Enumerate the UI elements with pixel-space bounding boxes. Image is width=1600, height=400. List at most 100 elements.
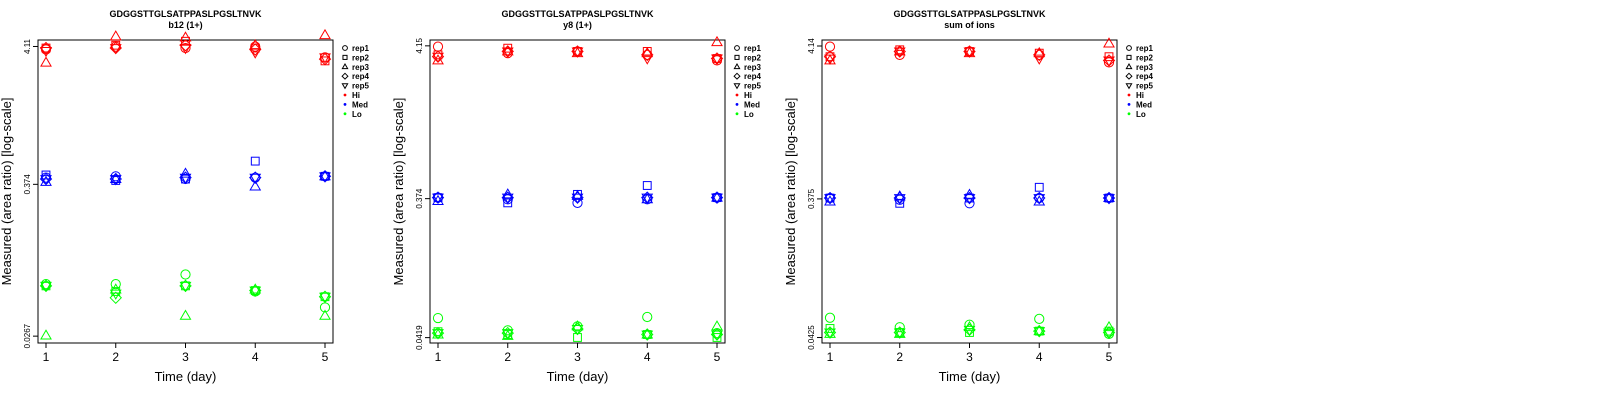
data-point-lo-rep5 <box>501 329 514 340</box>
legend-swatch-rep5 <box>733 83 741 90</box>
legend-swatch-Med <box>1127 103 1131 106</box>
data-point-med-rep5 <box>571 193 584 204</box>
data-point-lo-rep1 <box>1034 313 1045 324</box>
data-point-lo-rep1 <box>824 312 836 323</box>
data-point-lo-rep3 <box>249 283 262 294</box>
data-point-lo-rep5 <box>249 286 262 297</box>
data-point-lo-rep5 <box>109 289 122 300</box>
legend-label-rep2: rep2 <box>352 53 369 62</box>
legend-swatch-Lo <box>735 112 739 116</box>
chart-subtitle: y8 (1+) <box>563 20 592 30</box>
legend-label-Hi: Hi <box>352 91 360 100</box>
data-point-med-rep5 <box>1033 194 1046 205</box>
legend-swatch-Lo <box>343 112 347 116</box>
legend-swatch-rep4 <box>733 72 741 80</box>
legend-label-Hi: Hi <box>744 91 752 100</box>
legend-label-Med: Med <box>744 100 760 109</box>
data-point-med-rep5 <box>40 175 52 186</box>
data-point-lo-rep3 <box>40 329 52 340</box>
data-point-lo-rep1 <box>894 322 905 333</box>
x-tick-label: 2 <box>896 350 903 364</box>
legend-swatch-rep2 <box>734 54 740 60</box>
data-point-lo-rep5 <box>319 292 331 304</box>
y-axis-label: Measured (area ratio) [log-scale] <box>783 98 798 286</box>
legend-swatch-rep1 <box>734 45 740 51</box>
legend-swatch-rep4 <box>1125 72 1133 80</box>
x-tick-label: 5 <box>1106 350 1113 364</box>
legend-label-rep4: rep4 <box>744 72 761 81</box>
data-point-lo-rep3 <box>711 320 723 331</box>
data-point-hi-rep3 <box>1103 37 1115 48</box>
legend-label-Hi: Hi <box>1136 91 1144 100</box>
legend-label-rep3: rep3 <box>1136 63 1153 72</box>
chart-title: GDGGSTTGLSATPPASLPGSLTNVK <box>501 9 654 19</box>
data-point-hi-rep3 <box>319 28 331 40</box>
data-point-med-rep5 <box>109 175 122 186</box>
y-tick-label: 0.0267 <box>23 323 32 348</box>
y-tick-label: 0.375 <box>807 188 816 209</box>
legend-swatch-rep1 <box>342 45 348 51</box>
x-tick-label: 1 <box>435 350 442 364</box>
data-point-med-rep5 <box>179 173 192 184</box>
data-point-med-rep2 <box>250 156 260 166</box>
data-point-hi-rep5 <box>501 47 514 58</box>
data-point-hi-rep3 <box>179 31 192 42</box>
data-point-med-rep5 <box>432 193 444 204</box>
data-point-hi-rep3 <box>501 45 514 56</box>
data-point-lo-rep1 <box>180 269 191 280</box>
legend-swatch-rep3 <box>733 63 741 70</box>
data-point-med-rep3 <box>319 170 331 181</box>
legend-swatch-Med <box>343 103 347 106</box>
legend-label-rep1: rep1 <box>744 44 761 53</box>
legend-swatch-rep5 <box>1125 83 1133 90</box>
data-point-hi-rep4 <box>641 48 654 62</box>
legend-label-rep3: rep3 <box>352 63 369 72</box>
chart-subtitle: b12 (1+) <box>168 20 202 30</box>
data-point-hi-rep4 <box>179 39 192 52</box>
legend-swatch-Med <box>735 103 739 106</box>
data-point-hi-rep5 <box>40 47 52 58</box>
legend-swatch-rep2 <box>1126 54 1132 60</box>
data-point-hi-rep1 <box>250 41 261 52</box>
chart-title: GDGGSTTGLSATPPASLPGSLTNVK <box>109 9 262 19</box>
data-point-hi-rep5 <box>319 53 331 64</box>
y-tick-label: 0.0425 <box>807 325 816 350</box>
legend-label-rep3: rep3 <box>744 63 761 72</box>
data-point-hi-rep4 <box>39 41 53 55</box>
legend-swatch-rep3 <box>341 63 349 70</box>
data-point-hi-rep5 <box>711 54 723 65</box>
plot-frame <box>37 39 334 344</box>
x-axis-label: Time (day) <box>547 369 609 384</box>
legend-label-rep5: rep5 <box>352 82 369 91</box>
data-point-med-rep5 <box>1103 194 1115 205</box>
legend-swatch-rep5 <box>341 83 349 90</box>
data-point-med-rep5 <box>641 193 654 204</box>
legend-label-rep4: rep4 <box>1136 72 1153 81</box>
data-point-med-rep1 <box>502 194 513 205</box>
chart-title: GDGGSTTGLSATPPASLPGSLTNVK <box>893 9 1046 19</box>
legend-label-rep1: rep1 <box>1136 44 1153 53</box>
data-point-hi-rep4 <box>1033 48 1046 62</box>
data-point-lo-rep3 <box>641 328 654 339</box>
legend-label-rep5: rep5 <box>1136 82 1153 91</box>
legend-swatch-rep4 <box>341 72 349 80</box>
data-point-hi-rep5 <box>249 48 262 59</box>
legend-label-rep1: rep1 <box>352 44 369 53</box>
data-point-hi-rep5 <box>963 47 976 58</box>
data-point-lo-rep3 <box>1103 320 1115 332</box>
y-tick-label: 4.11 <box>23 38 32 54</box>
data-point-lo-rep4 <box>109 291 122 305</box>
data-point-hi-rep5 <box>1033 54 1046 65</box>
data-point-hi-rep4 <box>249 43 262 56</box>
legend-label-Lo: Lo <box>1136 110 1146 119</box>
data-point-med-rep3 <box>40 175 52 186</box>
data-point-lo-rep1 <box>964 319 975 330</box>
data-point-lo-rep3 <box>501 329 514 340</box>
data-point-lo-rep2 <box>712 333 722 342</box>
data-point-med-rep5 <box>249 173 262 184</box>
data-point-hi-rep3 <box>109 30 122 41</box>
x-tick-label: 4 <box>644 350 651 364</box>
